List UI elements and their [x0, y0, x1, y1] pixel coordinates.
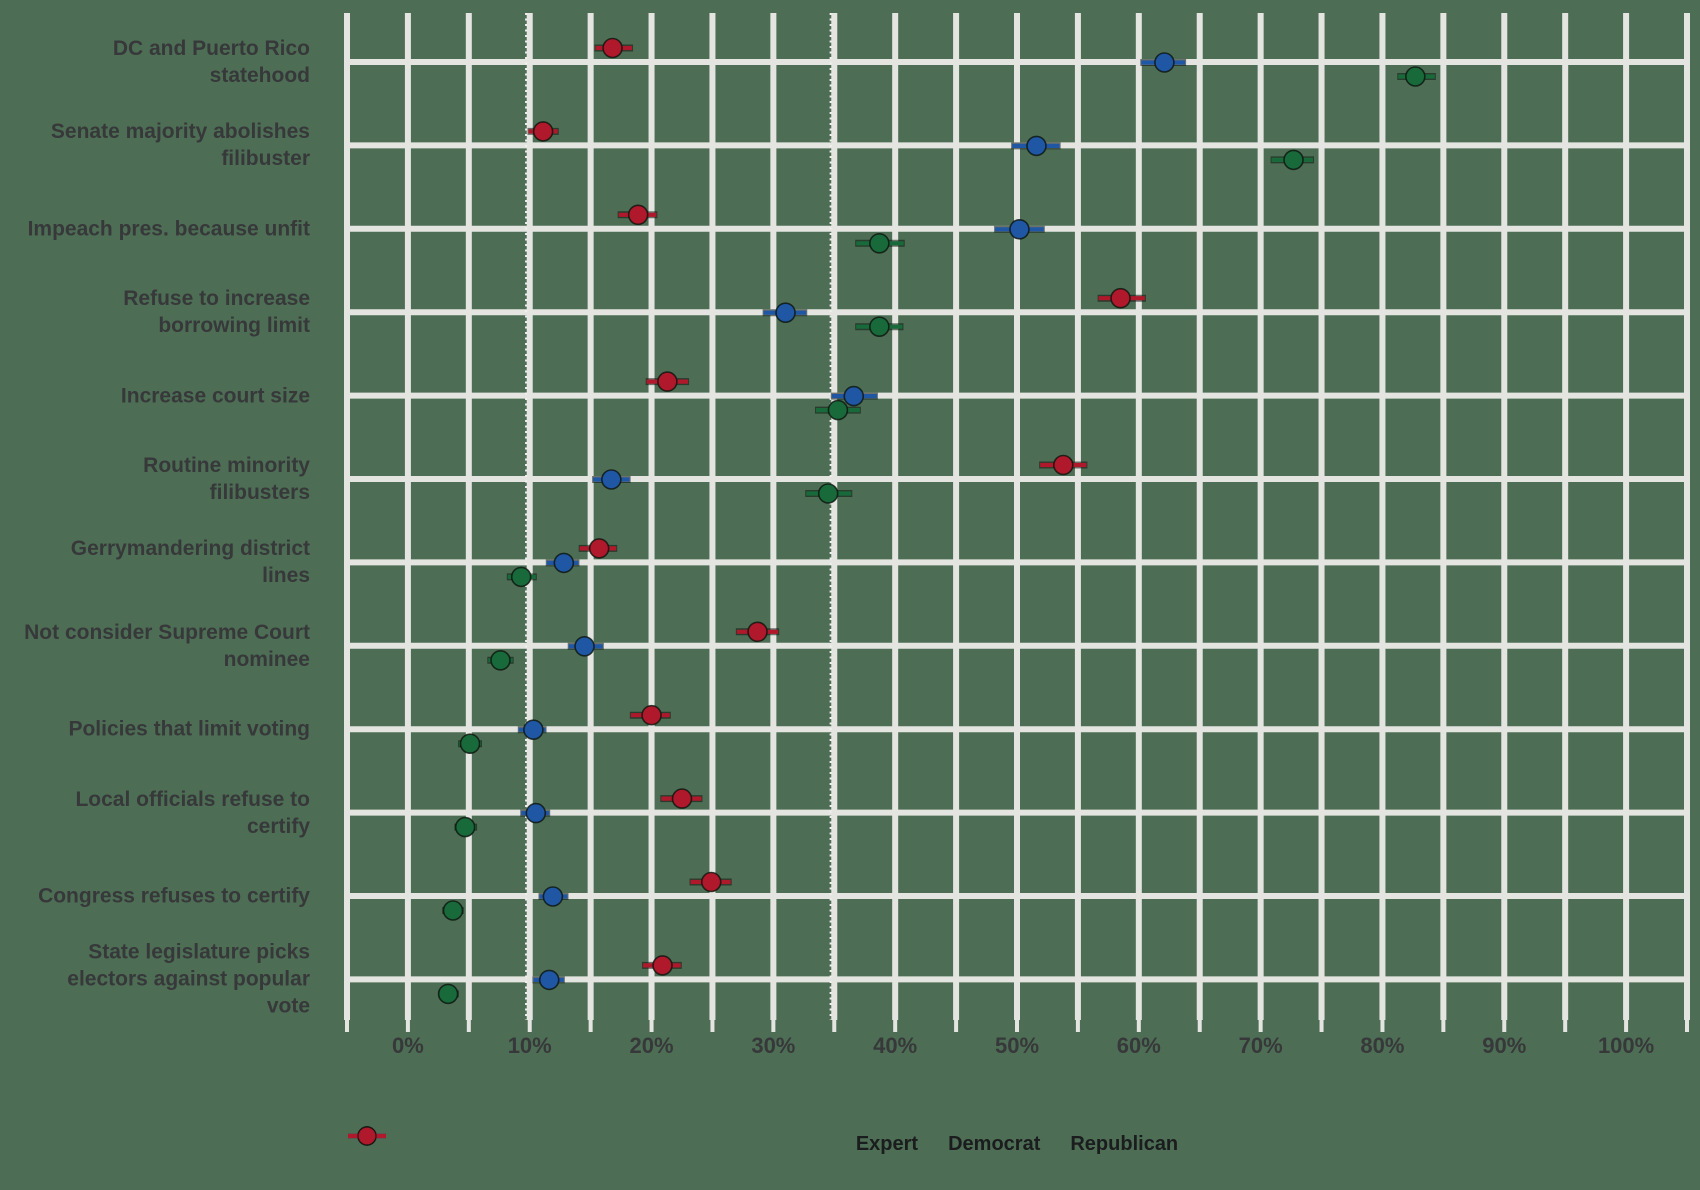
x-axis-tick-label: 0% — [392, 1033, 424, 1058]
point-democrat-congress-refuse-certify — [542, 886, 564, 907]
x-axis-tick-label: 60% — [1116, 1033, 1161, 1058]
y-axis-label-line: lines — [262, 564, 310, 588]
point-expert-abolish-filibuster — [1283, 149, 1304, 171]
legend-item-democrat: Democrat — [348, 1126, 1041, 1156]
x-axis-tick-label: 40% — [873, 1033, 918, 1058]
legend-label: Democrat — [948, 1132, 1041, 1155]
point-democrat-legislature-picks-electors — [538, 969, 560, 991]
point-democrat-court-size — [843, 385, 865, 407]
point-republican-local-refuse-certify — [671, 788, 693, 809]
y-axis-label-line: Refuse to increase — [123, 287, 310, 311]
y-axis-label-line: Impeach pres. because unfit — [27, 217, 310, 241]
y-axis-label-line: State legislature picks — [88, 940, 310, 964]
x-axis-tick-label: 30% — [751, 1033, 796, 1058]
point-expert-legislature-picks-electors — [437, 983, 459, 1005]
point-republican-minority-filibusters — [1052, 454, 1074, 476]
point-republican-borrowing-limit — [1110, 287, 1131, 309]
y-axis-label-legislature-picks-electors: State legislature picks electors against … — [0, 939, 310, 1020]
point-republican-impeach-unfit — [627, 204, 649, 226]
x-axis-tick-label: 80% — [1360, 1033, 1405, 1058]
point-republican-congress-refuse-certify — [700, 871, 722, 893]
y-axis-label-line: statehood — [209, 64, 310, 87]
y-axis-label-line: electors against popular — [67, 967, 310, 991]
x-axis-tick-label: 20% — [629, 1033, 674, 1058]
y-axis-label-court-size: Increase court size — [0, 382, 310, 409]
y-axis-label-line: DC and Puerto Rico — [112, 37, 310, 60]
point-democrat-scotus-nominee — [574, 635, 595, 657]
legend: Expert Democrat Republican — [347, 1124, 1687, 1164]
x-axis-tick-label: 10% — [507, 1033, 552, 1058]
point-expert-limit-voting — [459, 733, 481, 755]
y-axis-label-dc-pr-statehood: DC and Puerto Rico statehood — [0, 35, 310, 89]
x-axis-tick-label: 90% — [1482, 1033, 1527, 1058]
x-axis-tick-label: 100% — [1597, 1033, 1655, 1058]
point-democrat-limit-voting — [523, 719, 544, 741]
y-axis-label-scotus-nominee: Not consider Supreme Court nominee — [0, 619, 310, 673]
point-republican-abolish-filibuster — [532, 121, 554, 142]
y-axis-label-line: nominee — [223, 647, 310, 671]
point-expert-congress-refuse-certify — [442, 900, 464, 921]
y-axis-label-borrowing-limit: Refuse to increase borrowing limit — [0, 285, 310, 339]
point-expert-local-refuse-certify — [454, 816, 476, 838]
y-axis-label-local-refuse-certify: Local officials refuse to certify — [0, 786, 310, 840]
legend-label: Expert — [855, 1132, 919, 1155]
point-expert-dc-pr-statehood — [1405, 66, 1426, 87]
y-axis-label-line: vote — [266, 994, 310, 1018]
x-axis-tick-label: 70% — [1238, 1033, 1283, 1058]
legend-item-republican: Republican — [348, 1126, 1179, 1156]
point-democrat-local-refuse-certify — [525, 802, 547, 824]
point-republican-dc-pr-statehood — [602, 37, 623, 59]
point-republican-court-size — [657, 371, 678, 392]
y-axis-label-limit-voting: Policies that limit voting — [0, 716, 310, 743]
y-axis-label-line: borrowing limit — [158, 314, 310, 338]
y-axis-label-abolish-filibuster: Senate majority abolishes filibuster — [0, 118, 310, 172]
y-axis-label-line: filibusters — [209, 481, 310, 504]
legend-marker-republican-icon — [348, 1126, 386, 1146]
point-democrat-gerrymandering — [553, 552, 575, 574]
point-republican-gerrymandering — [588, 538, 610, 559]
y-axis-label-line: Congress refuses to certify — [38, 884, 310, 908]
point-expert-court-size — [827, 399, 849, 421]
y-axis-label-impeach-unfit: Impeach pres. because unfit — [0, 215, 310, 242]
point-democrat-dc-pr-statehood — [1154, 52, 1175, 73]
y-axis-label-congress-refuse-certify: Congress refuses to certify — [0, 883, 310, 910]
y-axis-label-minority-filibusters: Routine minority filibusters — [0, 452, 310, 506]
point-expert-borrowing-limit — [869, 316, 890, 338]
point-democrat-abolish-filibuster — [1026, 135, 1047, 157]
point-democrat-minority-filibusters — [601, 469, 622, 490]
legend-label: Republican — [1070, 1132, 1179, 1155]
y-axis-label-line: filibuster — [221, 147, 310, 171]
point-expert-impeach-unfit — [869, 233, 890, 254]
point-democrat-impeach-unfit — [1009, 219, 1030, 240]
x-axis-tick-label: 50% — [994, 1033, 1040, 1058]
y-axis-label-gerrymandering: Gerrymandering district lines — [0, 535, 310, 589]
point-republican-limit-voting — [641, 704, 662, 726]
point-expert-scotus-nominee — [490, 649, 511, 671]
legend-item-expert: Expert — [348, 1126, 919, 1156]
y-axis-label-line: Gerrymandering district — [70, 537, 310, 561]
point-republican-legislature-picks-electors — [652, 955, 673, 976]
point-expert-gerrymandering — [510, 566, 532, 588]
point-republican-scotus-nominee — [747, 621, 768, 643]
y-axis-label-line: Policies that limit voting — [68, 717, 310, 741]
y-axis-label-line: Senate majority abolishes — [50, 120, 310, 144]
y-axis-label-line: Increase court size — [120, 384, 310, 408]
point-democrat-borrowing-limit — [775, 302, 796, 324]
y-axis-label-line: Routine minority — [143, 454, 310, 477]
y-axis-label-line: Not consider Supreme Court — [24, 620, 310, 644]
y-axis-label-line: Local officials refuse to — [75, 787, 310, 811]
y-axis-label-line: certify — [246, 814, 310, 838]
point-expert-minority-filibusters — [817, 483, 839, 504]
